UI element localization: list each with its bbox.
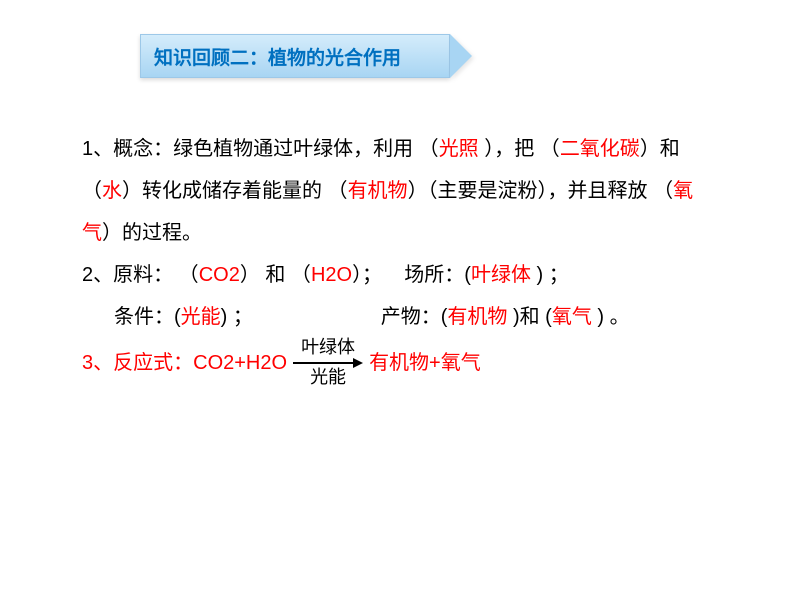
p1-text-1: 1、概念：绿色植物通过叶绿体，利用 （ — [82, 138, 439, 160]
p2b-highlight-oxygen: 氧气 — [552, 306, 598, 328]
paragraph-2b: 条件：(光能) ； 产物：(有机物 )和 (氧气 ) 。 — [82, 296, 722, 338]
p2b-text-3: 产物：( — [381, 306, 448, 328]
arrow-head-icon — [353, 358, 363, 368]
reaction-arrow: 叶绿体 光能 — [293, 338, 363, 388]
p2b-gap — [253, 306, 381, 328]
header-title: 知识回顾二：植物的光合作用 — [154, 43, 401, 70]
arrow-top-label: 叶绿体 — [301, 338, 355, 358]
arrow-bottom-label: 光能 — [310, 368, 346, 388]
p2a-highlight-h2o: H2O — [311, 264, 352, 286]
paragraph-2a: 2、原料： （CO2） 和 （H2O）； 场所：(叶绿体 ) ； — [82, 254, 722, 296]
p2b-text-5: ) 。 — [597, 306, 629, 328]
p2a-text-1: 2、原料： （ — [82, 264, 199, 286]
p1-highlight-co2: 二氧化碳 — [560, 138, 640, 160]
p2a-text-4: ) ； — [537, 264, 569, 286]
p1-highlight-water: 水 — [102, 180, 122, 202]
arrow-shaft — [293, 362, 353, 364]
p3-label: 3、反应式： — [82, 342, 193, 384]
p2b-highlight-organic: 有机物 — [447, 306, 513, 328]
header-arrow-shape — [450, 34, 472, 78]
p1-text-6: ）的过程。 — [102, 222, 202, 244]
p1-text-5: ）（主要是淀粉），并且释放 （ — [408, 180, 674, 202]
p2a-text-3: ）； 场所：( — [352, 264, 471, 286]
p1-highlight-organic: 有机物 — [348, 180, 408, 202]
p1-highlight-light: 光照 — [439, 138, 485, 160]
p3-lhs: CO2+H2O — [193, 342, 287, 384]
slide-content: 1、概念：绿色植物通过叶绿体，利用 （光照 ），把 （二氧化碳）和 （水）转化成… — [82, 128, 722, 388]
paragraph-1: 1、概念：绿色植物通过叶绿体，利用 （光照 ），把 （二氧化碳）和 （水）转化成… — [82, 128, 722, 254]
p1-text-4: ）转化成储存着能量的 （ — [122, 180, 348, 202]
slide-header: 知识回顾二：植物的光合作用 — [140, 34, 450, 78]
p2a-highlight-chloroplast: 叶绿体 — [471, 264, 537, 286]
p2b-text-4: )和 ( — [513, 306, 552, 328]
p2b-text-1: 条件：( — [114, 306, 181, 328]
p3-rhs: 有机物+氧气 — [369, 342, 481, 384]
paragraph-3-equation: 3、反应式： CO2+H2O 叶绿体 光能 有机物+氧气 — [82, 338, 722, 388]
p1-text-2: ），把 （ — [484, 138, 560, 160]
p2b-highlight-lightenergy: 光能 — [181, 306, 221, 328]
p2a-highlight-co2: CO2 — [199, 264, 240, 286]
p2a-text-2: ） 和 （ — [240, 264, 311, 286]
p2b-text-2: ) ； — [221, 306, 253, 328]
